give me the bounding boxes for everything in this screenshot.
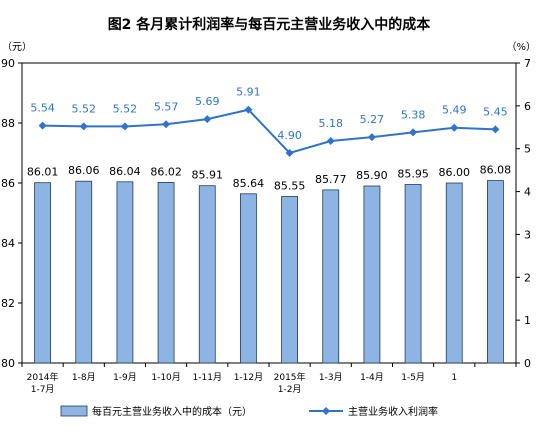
x-axis-tick-label: 1-11月	[193, 372, 222, 383]
bar	[198, 185, 216, 364]
legend-line-marker	[322, 407, 330, 415]
right-axis-tick-label: 5	[524, 143, 531, 156]
x-axis-tick-label: 1-7月	[31, 384, 55, 395]
profit-rate-line	[42, 108, 496, 155]
bar	[322, 189, 340, 364]
legend-line-label: 主营业务收入利润率	[348, 405, 438, 418]
bar-value-label: 86.00	[439, 166, 471, 179]
line-point-marker	[367, 133, 376, 142]
bar-value-label: 85.95	[397, 168, 429, 181]
x-axis-tick-label: 2014年	[27, 371, 59, 383]
line-point-marker	[38, 121, 47, 130]
bar	[487, 180, 504, 364]
bar	[157, 181, 175, 364]
bar-value-label: 86.08	[480, 164, 512, 177]
x-axis-tick-label: 1-12月	[234, 372, 263, 383]
left-axis-tick-label: 80	[1, 357, 15, 370]
x-axis-tick-label: 1-5月	[401, 372, 425, 383]
right-axis-tick-label: 2	[524, 271, 531, 284]
line-value-label: 5.54	[30, 102, 55, 115]
left-axis-tick-label: 88	[1, 117, 15, 130]
bar-value-label: 85.91	[192, 169, 224, 182]
line-value-label: 5.52	[113, 102, 138, 115]
x-axis-tick-label: 1-10月	[151, 372, 180, 383]
bar	[75, 180, 93, 364]
line-value-label: 5.69	[195, 95, 220, 108]
legend-bar-swatch	[60, 405, 88, 417]
x-axis-tick-label: 1-3月	[319, 372, 343, 383]
left-axis-tick-label: 86	[1, 177, 15, 190]
line-point-marker	[203, 115, 212, 124]
bar-value-label: 85.64	[233, 177, 265, 190]
bar-series	[34, 180, 504, 364]
line-point-marker	[162, 120, 171, 129]
line-point-marker	[285, 149, 294, 157]
bar-value-label: 85.77	[315, 173, 347, 186]
left-axis-tick-label: 84	[1, 237, 15, 250]
left-axis-unit: （元）	[2, 41, 32, 53]
bar-value-label: 86.01	[27, 166, 59, 179]
chart-title: 图2 各月累计利润率与每百元主营业务收入中的成本	[108, 16, 432, 33]
line-value-label: 5.57	[154, 100, 179, 113]
right-axis-tick-label: 4	[524, 186, 531, 199]
bar-value-label: 85.90	[356, 169, 388, 182]
legend: 每百元主营业务收入中的成本（元） 主营业务收入利润率	[60, 405, 438, 418]
x-axis-tick-label: 1	[451, 373, 457, 383]
line-value-label: 5.38	[401, 108, 426, 121]
line-value-label: 5.91	[236, 86, 261, 99]
right-axis-tick-label: 1	[524, 314, 531, 327]
line-value-label: 5.52	[72, 102, 97, 115]
line-value-label: 5.49	[442, 104, 467, 117]
bar-value-label: 86.02	[150, 165, 182, 178]
right-axis-unit: （%）	[506, 41, 536, 53]
line-point-marker	[409, 128, 418, 137]
line-series	[38, 105, 500, 157]
bar-value-label: 86.06	[68, 164, 100, 177]
line-point-marker	[244, 105, 253, 114]
bar	[404, 184, 422, 364]
left-axis-tick-label: 90	[1, 57, 15, 70]
x-axis-tick-label: 1-9月	[113, 372, 137, 383]
right-axis-tick-label: 7	[524, 57, 531, 70]
legend-bar-label: 每百元主营业务收入中的成本（元）	[92, 405, 252, 418]
x-axis-tick-label: 1-2月	[278, 384, 302, 395]
line-point-marker	[491, 125, 500, 134]
bar-value-label: 86.04	[109, 165, 141, 178]
left-axis-tick-label: 82	[1, 297, 15, 310]
bar	[281, 196, 298, 364]
line-point-marker	[450, 123, 459, 132]
x-axis-tick-label: 1-8月	[72, 372, 96, 383]
bar	[240, 193, 257, 364]
line-value-label: 5.18	[319, 117, 344, 130]
line-value-label: 4.90	[277, 129, 302, 142]
line-value-label: 5.45	[483, 105, 508, 118]
x-axis-tick-label: 2015年	[274, 371, 306, 383]
bar	[445, 182, 463, 364]
bar	[34, 182, 51, 364]
bar	[363, 185, 381, 364]
x-axis-tick-label: 1-4月	[360, 372, 384, 383]
line-value-label: 5.27	[360, 113, 385, 126]
bar-value-label: 85.55	[274, 180, 306, 193]
data-labels: 86.01 86.06 86.04 86.02 85.91 85.64 85.55 85.77…	[27, 86, 511, 193]
line-point-marker	[326, 137, 335, 145]
right-axis-tick-label: 6	[524, 100, 531, 113]
right-axis-tick-label: 0	[524, 357, 531, 370]
line-point-marker	[120, 122, 129, 131]
right-axis-tick-label: 3	[524, 228, 531, 241]
line-point-marker	[79, 122, 88, 131]
bar	[116, 181, 134, 364]
